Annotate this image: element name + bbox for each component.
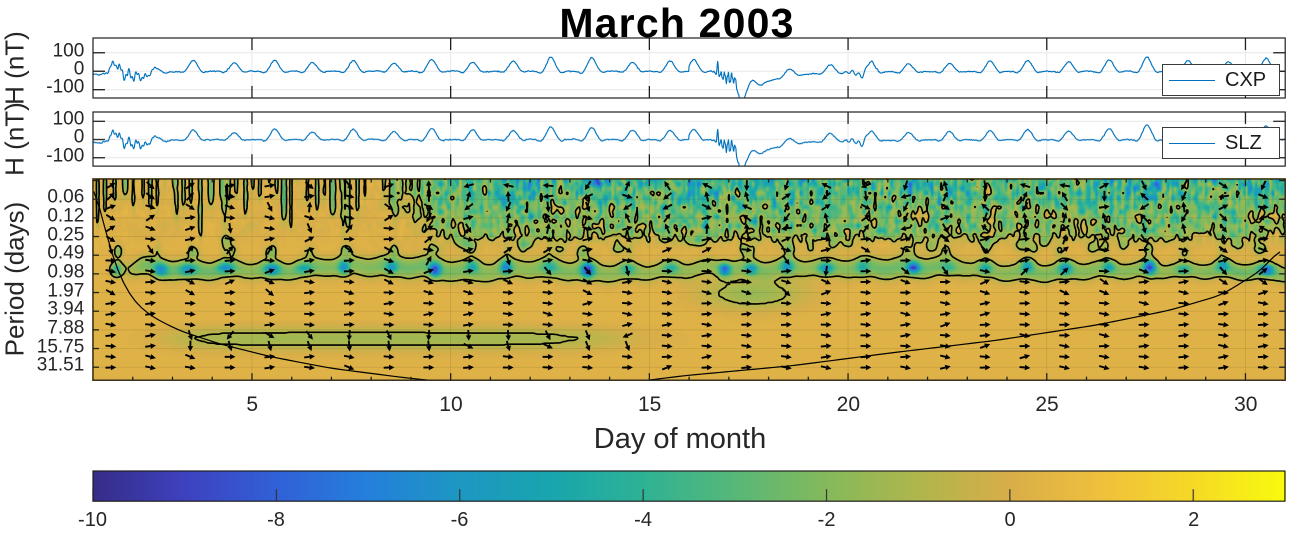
colorbar-tick-label: -6 — [450, 509, 469, 531]
period-tick-label: 0.25 — [47, 224, 85, 246]
period-tick-label: 3.94 — [47, 299, 85, 321]
legend-cxp: CXP — [1162, 64, 1280, 96]
day-tick-label: 20 — [836, 392, 861, 416]
colorbar — [91, 469, 1287, 502]
period-tick-label: 0.06 — [47, 187, 85, 209]
y-tick-label: 100 — [52, 108, 85, 130]
period-tick-label: 0.98 — [47, 261, 85, 283]
y-tick-label: 100 — [52, 40, 85, 62]
period-tick-label: 0.12 — [47, 205, 85, 227]
legend-cxp-label: CXP — [1225, 68, 1267, 91]
colorbar-tick-label: -10 — [78, 509, 107, 531]
y-tick-label: 0 — [73, 58, 85, 80]
cxp-timeseries-plot-area — [92, 36, 1287, 99]
y-tick-label: -100 — [46, 77, 85, 99]
day-tick-label: 30 — [1234, 392, 1258, 416]
colorbar-tick-label: 2 — [1188, 509, 1200, 531]
legend-slz: SLZ — [1162, 127, 1280, 159]
y-tick-label: 0 — [73, 126, 85, 148]
x-axis-label: Day of month — [593, 423, 767, 455]
legend-slz-label: SLZ — [1225, 131, 1262, 154]
day-tick-label: 5 — [246, 392, 259, 416]
cxp-line-sample-icon — [1169, 79, 1215, 81]
period-tick-label: 31.51 — [36, 355, 85, 377]
day-tick-label: 15 — [637, 392, 662, 416]
colorbar-tick-label: -2 — [817, 509, 836, 531]
slz-timeseries-plot-area — [92, 110, 1287, 168]
day-tick-label: 25 — [1035, 392, 1059, 416]
period-tick-label: 0.49 — [47, 243, 85, 265]
colorbar-tick-label: -4 — [634, 509, 652, 531]
slz-line-sample-icon — [1169, 142, 1215, 144]
colorbar-tick-label: 0 — [1004, 509, 1016, 531]
day-tick-label: 10 — [439, 392, 463, 416]
period-tick-label: 1.97 — [47, 280, 85, 302]
wavelet-spectrum-plot-area — [92, 178, 1287, 382]
period-tick-label: 7.88 — [47, 317, 85, 339]
y-tick-label: -100 — [46, 145, 85, 167]
period-tick-label: 15.75 — [36, 336, 85, 358]
colorbar-tick-label: -8 — [267, 509, 285, 531]
